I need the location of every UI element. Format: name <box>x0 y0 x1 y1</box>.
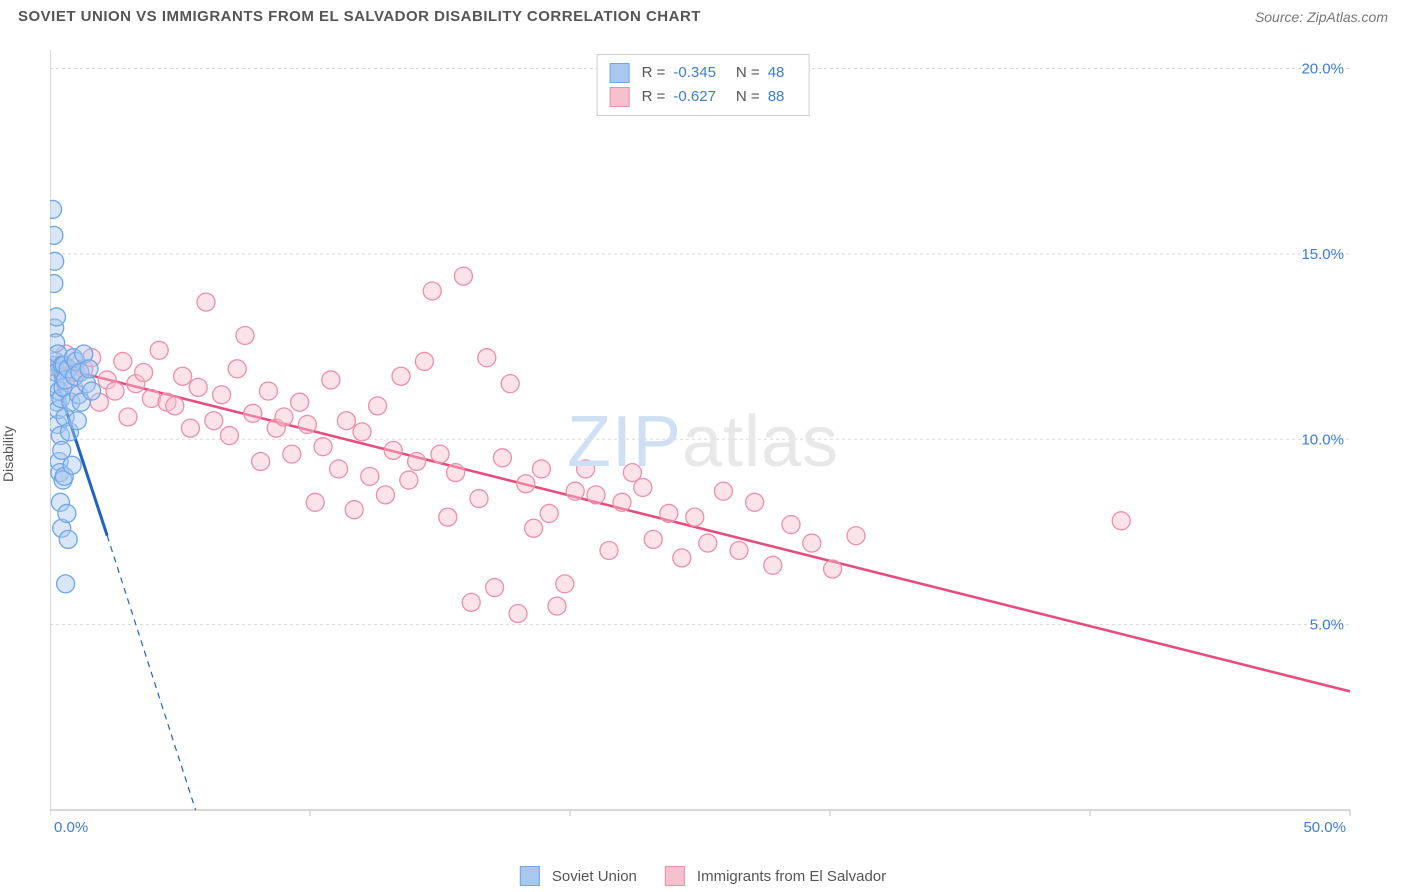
swatch-series1 <box>610 63 630 83</box>
chart-area: 5.0% 10.0% 15.0% 20.0% 0.0% 50.0% <box>50 50 1390 840</box>
svg-text:50.0%: 50.0% <box>1303 819 1346 836</box>
swatch-series2-b <box>665 866 685 886</box>
stats-legend: R = -0.345 N = 48 R = -0.627 N = 88 <box>597 54 810 116</box>
svg-text:0.0%: 0.0% <box>54 819 88 836</box>
legend-item-series2: Immigrants from El Salvador <box>665 866 886 886</box>
scatter-chart: 5.0% 10.0% 15.0% 20.0% 0.0% 50.0% <box>50 50 1390 840</box>
stats-row-series1: R = -0.345 N = 48 <box>610 61 797 85</box>
svg-text:15.0%: 15.0% <box>1301 246 1344 263</box>
y-axis-label: Disability <box>0 426 16 482</box>
legend-item-series1: Soviet Union <box>520 866 637 886</box>
svg-text:10.0%: 10.0% <box>1301 431 1344 448</box>
stats-row-series2: R = -0.627 N = 88 <box>610 85 797 109</box>
svg-text:5.0%: 5.0% <box>1310 617 1344 634</box>
chart-title: SOVIET UNION VS IMMIGRANTS FROM EL SALVA… <box>18 8 701 25</box>
svg-text:20.0%: 20.0% <box>1301 61 1344 78</box>
swatch-series2 <box>610 87 630 107</box>
source-label: Source: ZipAtlas.com <box>1255 9 1388 25</box>
swatch-series1-b <box>520 866 540 886</box>
bottom-legend: Soviet Union Immigrants from El Salvador <box>520 866 886 886</box>
